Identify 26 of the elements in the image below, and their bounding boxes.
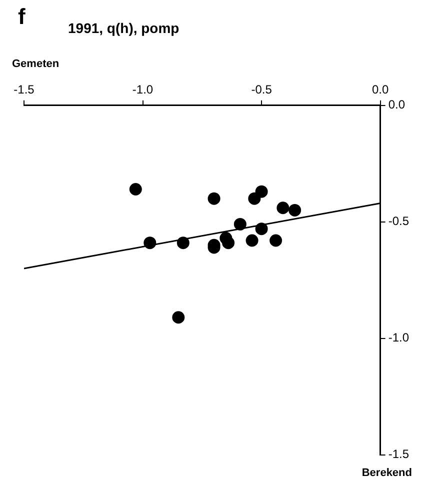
- x-tick-label: -1.5: [14, 82, 35, 97]
- point: [176, 236, 190, 250]
- text: f: [18, 4, 26, 30]
- point: [222, 236, 235, 250]
- x-tick-label: 0.0: [372, 82, 389, 97]
- point: [255, 185, 268, 198]
- x-axis-title: Gemeten: [12, 58, 60, 70]
- chart-title: 1991, q(h), pomp: [68, 20, 180, 36]
- point: [255, 222, 268, 236]
- point: [288, 204, 302, 216]
- y-tick-label: 0.0: [388, 98, 406, 112]
- point: [208, 192, 220, 205]
- point: [248, 192, 261, 205]
- point: [144, 236, 156, 250]
- point: [172, 311, 185, 324]
- point: [246, 234, 258, 247]
- x-tick-label: -1.0: [132, 82, 154, 97]
- x-tick-label: -0.5: [251, 82, 272, 97]
- point: [276, 202, 290, 214]
- point: [234, 218, 246, 230]
- y-axis-title: Berekend: [362, 467, 412, 479]
- y-tick-label: -1.0: [388, 330, 410, 345]
- y-tick-label: -0.5: [388, 214, 410, 228]
- y-tick-label: -1.5: [388, 447, 410, 462]
- point: [129, 183, 142, 196]
- point: [270, 234, 282, 247]
